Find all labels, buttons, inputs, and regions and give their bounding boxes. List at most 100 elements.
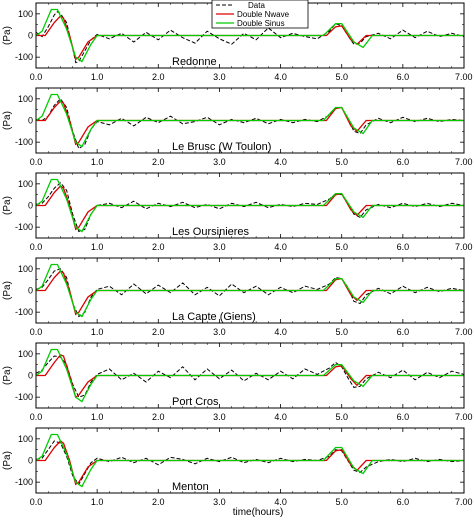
y-tick-label: -100 [15,52,33,62]
panel-frame [35,257,465,324]
panel-4: 100 0 -100 0.0 1.0 2.0 3.0 4.0 5.0 6.0 7.00 (Pa) La … [2,257,473,337]
x-tick-label: 2.0 [152,412,165,422]
x-tick-label: 3.0 [213,412,226,422]
x-tick-label: 6.0 [397,327,410,337]
panel-6: 100 0 -100 0.0 1.0 2.0 3.0 4.0 5.0 6.0 7.00 (Pa) Men… [2,427,473,507]
plot-area [36,433,464,488]
series-data [36,268,464,318]
x-tick-label: 7.00 [455,157,473,167]
legend-label-double-sinus: Double Sinus [237,19,285,28]
y-tick-label: 100 [18,179,33,189]
series-data [36,440,464,486]
panel-1: 100 0 -100 0.0 1.0 2.0 3.0 4.0 5.0 6.0 7.00 (Pa) Red… [2,2,473,82]
plot-area [36,93,464,150]
series-double-nwave [36,440,464,486]
series-double-sinus [36,178,464,233]
plot-area [36,178,464,233]
x-tick-label: 4.0 [274,72,287,82]
y-tick-label: 0 [28,456,33,466]
y-tick-label: -100 [15,392,33,402]
panel-frame [35,172,465,239]
x-tick-label: 7.00 [455,497,473,507]
x-tick-label: 7.00 [455,412,473,422]
y-tick-label: -100 [15,307,33,317]
panels: 100 0 -100 0.0 1.0 2.0 3.0 4.0 5.0 6.0 7.00 (Pa) Red… [2,2,473,507]
y-tick-label: -100 [15,137,33,147]
panel-2: 100 0 -100 0.0 1.0 2.0 3.0 4.0 5.0 6.0 7.00 (Pa) Le … [2,87,473,167]
x-tick-label: 4.0 [274,242,287,252]
x-tick-label: 3.0 [213,72,226,82]
x-tick-label: 1.0 [91,327,104,337]
y-axis-label: (Pa) [2,451,13,470]
series-double-nwave [36,185,464,231]
y-tick-label: 0 [28,286,33,296]
x-tick-label: 5.0 [335,157,348,167]
x-tick-label: 0.0 [30,242,43,252]
x-tick-label: 7.00 [455,72,473,82]
x-tick-label: 4.0 [274,327,287,337]
x-tick-label: 3.0 [213,242,226,252]
x-tick-label: 6.0 [397,72,410,82]
x-tick-label: 0.0 [30,157,43,167]
plot-area [36,263,464,318]
x-tick-label: 1.0 [91,412,104,422]
x-tick-label: 2.0 [152,157,165,167]
station-title: La Capte (Giens) [172,311,256,323]
x-tick-label: 7.00 [455,242,473,252]
x-tick-label: 2.0 [152,72,165,82]
x-tick-label: 1.0 [91,157,104,167]
y-axis-label: (Pa) [2,26,13,45]
legend-label-data: Data [248,1,265,10]
x-tick-label: 6.0 [397,157,410,167]
station-title: Redonne [172,56,217,68]
x-tick-label: 0.0 [30,327,43,337]
series-double-sinus [36,8,464,63]
x-tick-label: 5.0 [335,242,348,252]
series-double-nwave [36,270,464,316]
legend: Data Double Nwave Double Sinus [211,0,309,29]
panel-frame [35,87,465,154]
series-double-nwave [36,100,464,146]
panel-3: 100 0 -100 0.0 1.0 2.0 3.0 4.0 5.0 6.0 7.00 (Pa) Les… [2,172,473,252]
y-tick-label: 100 [18,434,33,444]
y-tick-label: -100 [15,222,33,232]
x-tick-label: 2.0 [152,327,165,337]
station-title: Les Oursinieres [172,226,250,238]
y-tick-label: 100 [18,264,33,274]
x-tick-label: 5.0 [335,327,348,337]
x-tick-label: 5.0 [335,497,348,507]
station-title: Le Brusc (W Toulon) [172,141,271,153]
panel-frame [35,342,465,409]
panel-frame [35,427,465,494]
series-data [36,355,464,398]
x-axis-label: time(hours) [233,507,284,518]
station-title: Port Cros [172,396,219,408]
x-tick-label: 3.0 [213,327,226,337]
x-tick-label: 4.0 [274,497,287,507]
x-tick-label: 6.0 [397,412,410,422]
y-tick-label: 0 [28,371,33,381]
y-tick-label: 100 [18,9,33,19]
y-tick-label: 0 [28,201,33,211]
y-axis-label: (Pa) [2,366,13,385]
y-tick-label: -100 [15,477,33,487]
x-tick-label: 1.0 [91,72,104,82]
x-tick-label: 2.0 [152,242,165,252]
station-title: Menton [172,481,209,493]
y-axis-label: (Pa) [2,111,13,130]
y-tick-label: 100 [18,94,33,104]
y-axis-label: (Pa) [2,281,13,300]
y-tick-label: 100 [18,349,33,359]
y-axis-label: (Pa) [2,196,13,215]
series-double-sinus [36,263,464,318]
y-tick-label: 0 [28,116,33,126]
series-double-sinus [36,93,464,148]
y-tick-label: 0 [28,31,33,41]
x-tick-label: 6.0 [397,497,410,507]
plot-area [36,348,464,403]
x-tick-label: 4.0 [274,157,287,167]
x-tick-label: 5.0 [335,72,348,82]
x-tick-label: 1.0 [91,242,104,252]
plot-area [36,8,464,64]
